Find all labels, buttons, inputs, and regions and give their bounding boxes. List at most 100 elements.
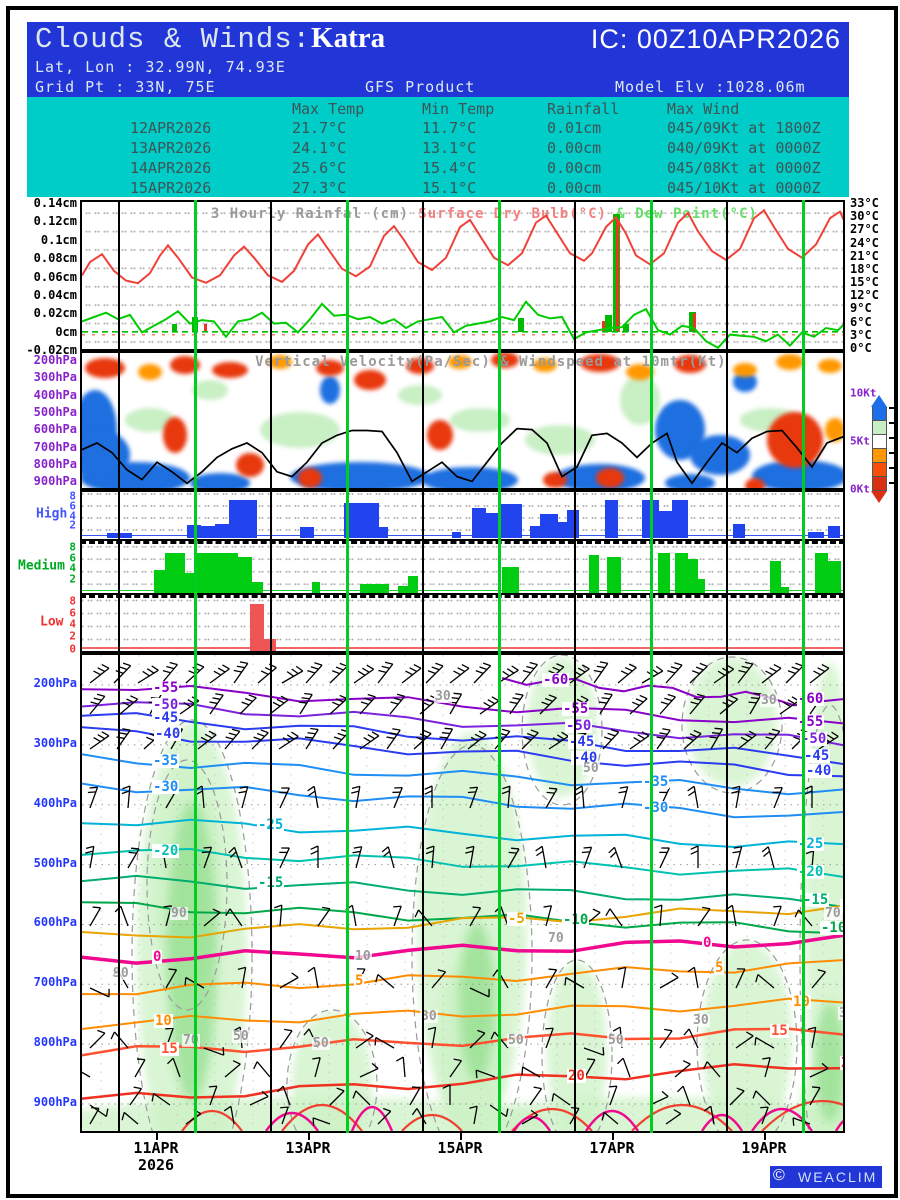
colorbar-tick [889, 467, 896, 469]
isotherm-label: -50 [152, 696, 180, 713]
forecast-summary-table: Max Temp Min Temp Rainfall Max Wind 12APR202… [27, 97, 849, 197]
vv-blob [406, 358, 434, 374]
vv-blob [620, 375, 660, 425]
axis-label: 500hPa [33, 855, 77, 870]
grid-row: Grid Pt : 33N, 75E GFS Product Model Elv… [35, 78, 841, 96]
location-name: Katra [311, 22, 386, 54]
axis-label: 4 [69, 561, 76, 575]
axis-label: 0.04cm [33, 288, 77, 302]
cloud-baseline [82, 534, 843, 537]
page-title: Clouds & Winds:Katra [35, 22, 386, 56]
panel-rainfall-temperature: 3 Hourly Rainfal (cm) Surface Dry Bulb(°… [80, 200, 845, 351]
colorbar-arrow-up [870, 395, 887, 407]
rain-bar [623, 324, 629, 332]
vv-blob [818, 359, 842, 373]
rh-label: 30 [838, 1007, 843, 1020]
colorbar-seg [872, 477, 887, 491]
cloud-bar [688, 558, 698, 593]
cloud-bar [300, 527, 314, 538]
rain-bar [172, 324, 177, 332]
cloud-bar [828, 560, 841, 593]
colorbar-seg [872, 449, 887, 463]
cloud-bar [250, 604, 264, 651]
grid-pt: Grid Pt : 33N, 75E [35, 78, 216, 96]
date-tick [156, 1133, 158, 1140]
cloud-bar [154, 570, 165, 593]
vv-blob [767, 412, 823, 468]
vv-blob [626, 364, 654, 380]
date-tick [612, 1133, 614, 1140]
vv-blob [163, 417, 187, 453]
colorbar-seg [872, 407, 887, 421]
rh-label: 70 [182, 1033, 200, 1048]
cloud-bar [486, 513, 498, 538]
colorbar-arrow-down [870, 491, 887, 503]
cloud-bar [815, 552, 828, 593]
isotherm-label: -40 [805, 762, 833, 779]
rh-label: 90 [112, 966, 130, 981]
cloud-bar [498, 504, 522, 538]
cell: 13.1°C [422, 139, 477, 157]
axis-label: 4 [69, 617, 76, 631]
cell: 0.00cm [547, 159, 602, 177]
cloud-bar [642, 500, 659, 538]
axis-label: 6 [69, 551, 76, 564]
rh-label: 50 [312, 1036, 330, 1051]
axis-label: 0°C [850, 340, 872, 355]
axis-label: 21°C [850, 248, 879, 263]
isotherm-label: -50 [565, 718, 593, 735]
axis-label: 3°C [850, 327, 872, 342]
title-part: Surface Dry Bulb(°C) [418, 206, 617, 222]
rh-label: 30 [420, 1009, 438, 1024]
colorbar-seg [872, 463, 887, 477]
vv-blob [298, 468, 322, 488]
isotherm-label: 20 [567, 1068, 586, 1085]
axis-label: 6°C [850, 314, 872, 329]
cloud-bar [185, 572, 195, 593]
cloud-bar [672, 500, 688, 538]
axis-label: 0.02cm [33, 306, 77, 321]
axis-label: 24°C [850, 235, 879, 250]
cell: 15.1°C [422, 179, 477, 197]
rain-bar [602, 320, 605, 332]
isotherm-label: -25 [797, 836, 825, 853]
axis-label: 800hPa [33, 1035, 77, 1050]
cloud-bar [229, 500, 257, 538]
cell: 045/10Kt at 0000Z [667, 179, 821, 197]
col-header: Max Temp [292, 100, 365, 118]
date-label: 17APR [589, 1139, 635, 1157]
cloud-level-label: High [36, 506, 68, 521]
axis-label: 12°C [850, 288, 879, 303]
cell: 0.00cm [547, 179, 602, 197]
isotherm-label: -10 [562, 911, 590, 928]
col-header: Min Temp [422, 100, 495, 118]
axis-label: 18°C [850, 261, 879, 276]
axis-label: 0Kt [850, 482, 870, 496]
isotherm-label: -55 [152, 679, 180, 696]
vv-blob [733, 372, 757, 392]
rh-label: 50 [507, 1033, 525, 1048]
rain-bar [605, 315, 612, 332]
axis-label: 0.08cm [33, 251, 77, 266]
axis-label: 27°C [850, 222, 879, 237]
vv-blob [316, 360, 344, 376]
vv-blob [776, 354, 804, 370]
vv-blob [170, 356, 200, 374]
colorbar-tick [889, 422, 896, 424]
colorbar-tick [889, 482, 896, 484]
panel-high-clouds [80, 490, 845, 541]
vv-blob [427, 420, 453, 450]
cloud-bar [698, 579, 705, 593]
axis-label: 200hPa [33, 676, 77, 690]
rh-label: 70 [547, 931, 565, 946]
vv-blob [260, 412, 340, 448]
isotherm-label: 0 [152, 949, 163, 966]
rain-bar [518, 318, 524, 332]
rain-bar [689, 311, 696, 332]
axis-label: 0.12cm [33, 214, 77, 229]
cell: 25.6°C [292, 159, 347, 177]
cell: 040/09Kt at 0000Z [667, 139, 821, 157]
title-part: 3 Hourly Rainfal (cm) [210, 206, 419, 222]
axis-label: 700hPa [33, 975, 77, 990]
